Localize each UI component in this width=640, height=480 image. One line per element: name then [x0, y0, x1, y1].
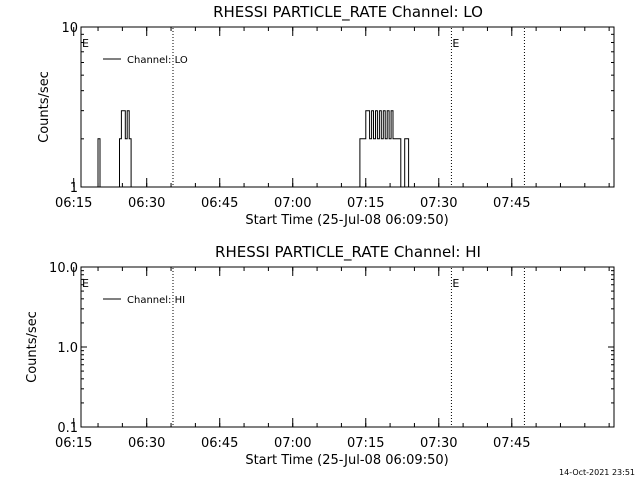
x-tick-label: 07:30	[420, 436, 457, 451]
x-tick-label: 07:15	[347, 436, 384, 451]
legend-label-hi: Channel: HI	[127, 295, 185, 306]
series-lo	[94, 110, 417, 188]
x-tick-label: 06:15	[55, 436, 92, 451]
event-marker: E	[452, 37, 459, 50]
y-tick-label: 10.0	[49, 261, 78, 276]
x-tick-label: 07:00	[274, 436, 311, 451]
y-tick-label: 1	[70, 181, 78, 196]
y-tick-label: 0.1	[57, 421, 78, 436]
y-axis-label-hi: Counts/sec	[25, 311, 40, 383]
plot-frame-hi	[80, 266, 615, 428]
event-marker: E	[452, 277, 459, 290]
panel-lo: RHESSI PARTICLE_RATE Channel: LO Counts/…	[37, 3, 615, 228]
y-tick-label: 1.0	[57, 341, 78, 356]
x-tick-label: 06:30	[128, 196, 165, 211]
chart-title-hi: RHESSI PARTICLE_RATE Channel: HI	[215, 243, 481, 262]
x-tick-label: 07:00	[274, 196, 311, 211]
y-axis-label-lo: Counts/sec	[37, 71, 52, 143]
legend-label-lo: Channel: LO	[127, 55, 188, 66]
event-marker: E	[82, 37, 89, 50]
x-tick-label: 07:30	[420, 196, 457, 211]
x-ticks-hi: 06:15 06:30 06:45 07:00 07:15 07:30 07:45	[55, 267, 610, 451]
x-ticks-lo: 06:15 06:30 06:45 07:00 07:15 07:30 07:45	[55, 27, 610, 211]
y-tick-label: 10	[61, 21, 78, 36]
x-tick-label: 06:45	[201, 196, 238, 211]
series-line	[94, 110, 417, 188]
y-ticks-hi: 0.1 1.0 10.0	[49, 261, 614, 436]
footer-timestamp: 14-Oct-2021 23:51	[559, 468, 635, 477]
x-axis-label-lo: Start Time (25-Jul-08 06:09:50)	[245, 213, 448, 228]
x-tick-label: 06:45	[201, 436, 238, 451]
legend-hi: Channel: HI	[103, 295, 185, 306]
event-marker: E	[82, 277, 89, 290]
panel-hi: RHESSI PARTICLE_RATE Channel: HI Counts/…	[25, 243, 615, 468]
x-tick-label: 06:30	[128, 436, 165, 451]
x-tick-label: 07:15	[347, 196, 384, 211]
x-tick-label: 07:45	[493, 196, 530, 211]
legend-lo: Channel: LO	[103, 55, 188, 66]
x-tick-label: 06:15	[55, 196, 92, 211]
x-tick-label: 07:45	[493, 436, 530, 451]
y-ticks-lo: 1 10	[61, 21, 614, 196]
chart-title-lo: RHESSI PARTICLE_RATE Channel: LO	[213, 3, 483, 22]
plot-frame-lo	[80, 26, 615, 188]
x-axis-label-hi: Start Time (25-Jul-08 06:09:50)	[245, 453, 448, 468]
